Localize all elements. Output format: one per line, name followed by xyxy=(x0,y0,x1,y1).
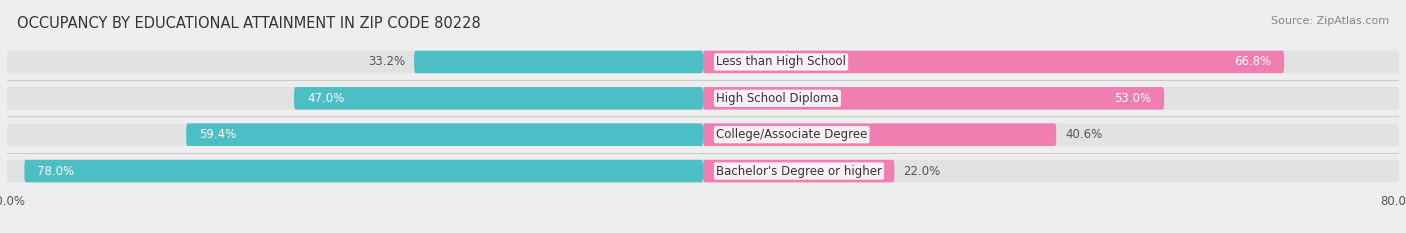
FancyBboxPatch shape xyxy=(703,87,1164,110)
Text: Bachelor's Degree or higher: Bachelor's Degree or higher xyxy=(716,164,882,178)
FancyBboxPatch shape xyxy=(703,123,1056,146)
FancyBboxPatch shape xyxy=(186,123,703,146)
Text: 40.6%: 40.6% xyxy=(1064,128,1102,141)
FancyBboxPatch shape xyxy=(7,51,1399,73)
FancyBboxPatch shape xyxy=(703,160,894,182)
Text: OCCUPANCY BY EDUCATIONAL ATTAINMENT IN ZIP CODE 80228: OCCUPANCY BY EDUCATIONAL ATTAINMENT IN Z… xyxy=(17,16,481,31)
FancyBboxPatch shape xyxy=(294,87,703,110)
Text: 47.0%: 47.0% xyxy=(307,92,344,105)
FancyBboxPatch shape xyxy=(7,123,1399,146)
Text: Source: ZipAtlas.com: Source: ZipAtlas.com xyxy=(1271,16,1389,26)
Text: 78.0%: 78.0% xyxy=(38,164,75,178)
Text: 66.8%: 66.8% xyxy=(1234,55,1271,69)
Text: High School Diploma: High School Diploma xyxy=(716,92,839,105)
FancyBboxPatch shape xyxy=(7,160,1399,182)
Text: 22.0%: 22.0% xyxy=(903,164,941,178)
Text: 53.0%: 53.0% xyxy=(1114,92,1152,105)
Text: Less than High School: Less than High School xyxy=(716,55,846,69)
Text: College/Associate Degree: College/Associate Degree xyxy=(716,128,868,141)
FancyBboxPatch shape xyxy=(703,51,1284,73)
Text: 59.4%: 59.4% xyxy=(200,128,236,141)
FancyBboxPatch shape xyxy=(415,51,703,73)
FancyBboxPatch shape xyxy=(7,87,1399,110)
Text: 33.2%: 33.2% xyxy=(368,55,405,69)
FancyBboxPatch shape xyxy=(24,160,703,182)
